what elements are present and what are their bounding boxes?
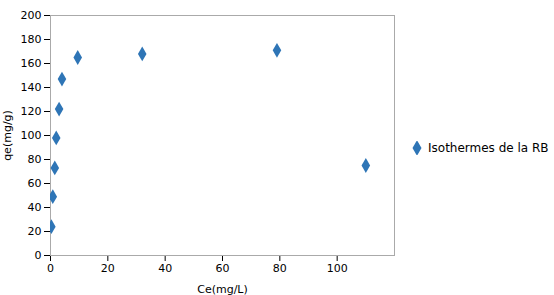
svg-text:80: 80 xyxy=(273,262,287,275)
svg-text:180: 180 xyxy=(21,33,42,46)
svg-text:160: 160 xyxy=(21,57,42,70)
svg-text:20: 20 xyxy=(101,262,115,275)
svg-text:140: 140 xyxy=(21,81,42,94)
svg-text:0: 0 xyxy=(35,249,42,262)
svg-text:20: 20 xyxy=(28,225,42,238)
svg-text:60: 60 xyxy=(216,262,230,275)
svg-text:0: 0 xyxy=(47,262,54,275)
svg-text:100: 100 xyxy=(327,262,348,275)
svg-text:200: 200 xyxy=(21,9,42,22)
svg-text:100: 100 xyxy=(21,129,42,142)
svg-text:120: 120 xyxy=(21,105,42,118)
svg-text:Ce(mg/L): Ce(mg/L) xyxy=(197,283,248,295)
svg-text:40: 40 xyxy=(158,262,172,275)
html-text:Isothermes de la RB: Isothermes de la RB xyxy=(428,140,549,155)
svg-text:60: 60 xyxy=(28,177,42,190)
svg-text:80: 80 xyxy=(28,153,42,166)
svg-text:40: 40 xyxy=(28,201,42,214)
svg-text:qe(mg/g): qe(mg/g) xyxy=(1,110,14,161)
